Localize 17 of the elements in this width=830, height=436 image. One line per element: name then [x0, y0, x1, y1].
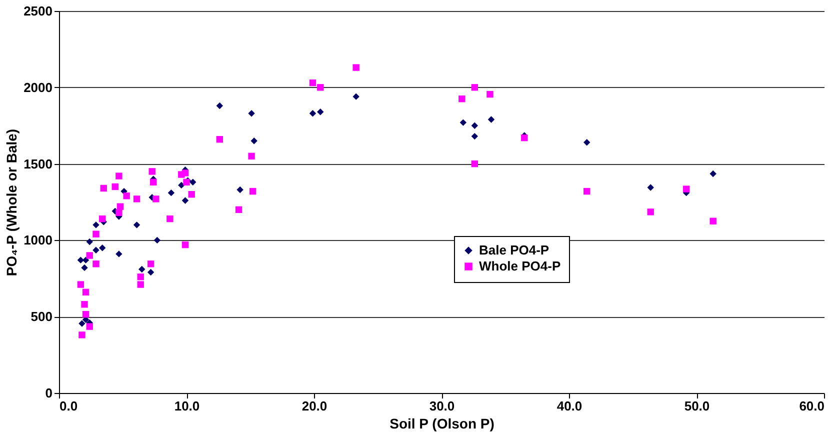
- x-tick-label: 10.0: [174, 398, 200, 414]
- x-tick-label: 20.0: [302, 398, 328, 414]
- x-tick-label: 60.0: [799, 398, 824, 414]
- y-tick-label: 500: [30, 309, 52, 324]
- legend-label: Bale PO4-P: [479, 242, 550, 258]
- y-axis-title: PO₄-P (Whole or Bale): [4, 128, 20, 276]
- y-tick-label: 1000: [24, 232, 52, 248]
- legend-label: Whole PO4-P: [479, 258, 561, 274]
- y-tick-label: 0: [45, 386, 52, 400]
- x-tick-label: 40.0: [556, 398, 582, 414]
- x-tick-label: 50.0: [684, 398, 710, 414]
- x-tick-label: 30.0: [429, 398, 455, 414]
- x-axis-title: Soil P (Olson P): [390, 416, 494, 432]
- y-tick-label: 2500: [24, 4, 52, 18]
- y-tick-label: 2000: [24, 80, 52, 95]
- x-tick-label: 0.0: [60, 398, 78, 414]
- y-tick-label: 1500: [24, 156, 52, 172]
